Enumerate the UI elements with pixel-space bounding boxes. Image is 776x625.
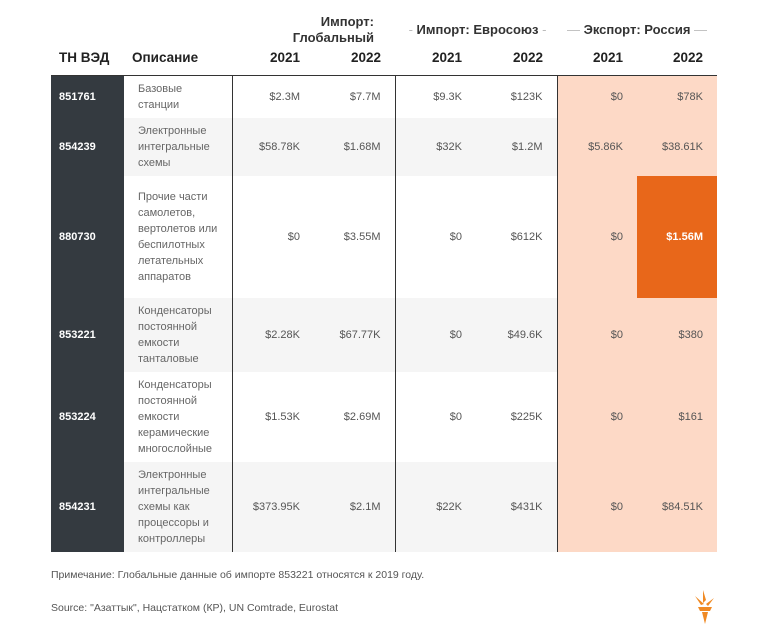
value-cell: $32K <box>395 117 476 176</box>
hs-code: 854239 <box>51 117 124 176</box>
group-label: Импорт: Евросоюз <box>416 22 539 37</box>
column-header: 2021 <box>395 40 476 76</box>
value-cell: $0 <box>557 75 637 118</box>
column-header: 2021 <box>232 40 314 76</box>
value-cell: $22K <box>395 461 476 552</box>
value-cell: $2.69M <box>314 371 396 462</box>
value-cell: $84.51K <box>637 461 717 552</box>
value-cell: $0 <box>287 230 300 243</box>
value-cell: $0 <box>557 297 637 372</box>
value-cell: $1.56M <box>637 175 717 298</box>
hs-code: 853224 <box>51 371 124 462</box>
hs-code: 854231 <box>51 461 124 552</box>
table-row: 854231 Электронные интегральные схемы как… <box>51 461 717 552</box>
table-row: 851761 Базовые станции $2.3M $7.7M $9.3K $123… <box>51 75 717 118</box>
value-cell: $3.55M <box>314 175 396 298</box>
value-cell: $49.6K <box>476 297 558 372</box>
value-cell: $0 <box>557 371 637 462</box>
value-cell: $5.86K <box>557 117 637 176</box>
table-row: 853221 Конденсаторы постоянной емкости та… <box>51 297 717 372</box>
value-cell: $1.68M <box>314 117 396 176</box>
table-row: 853224 Конденсаторы постоянной емкости ке… <box>51 371 717 462</box>
value-cell: $612K <box>476 175 558 298</box>
value-cell: $78K <box>637 75 717 118</box>
value-cell: $7.7M <box>314 75 396 118</box>
value-cell: $0 <box>449 410 462 423</box>
value-cell: $9.3K <box>433 90 462 103</box>
value-cell: $0 <box>449 230 462 243</box>
value-cell: $0 <box>557 175 637 298</box>
column-header: 2022 <box>637 40 717 76</box>
column-header: 2022 <box>476 40 557 76</box>
value-cell: $0 <box>557 461 637 552</box>
value-cell: $2.1M <box>314 461 396 552</box>
hs-code: 880730 <box>51 175 124 298</box>
value-cell: $2.3M <box>269 90 300 103</box>
data-table: ТН ВЭД Описание 2021 2022 2021 2022 2021 2022 8… <box>51 40 717 552</box>
value-cell: $380 <box>637 297 717 372</box>
description: Базовые станции <box>124 75 233 118</box>
value-cell: $161 <box>637 371 717 462</box>
footnote: Примечание: Глобальные данные об импорте… <box>51 569 425 581</box>
hs-code: 853221 <box>51 297 124 372</box>
column-header: 2022 <box>314 40 395 76</box>
value-cell: $1.2M <box>476 117 558 176</box>
description: Конденсаторы постоянной емкости танталов… <box>124 297 233 372</box>
group-header-eu: - Импорт: Евросоюз - <box>408 22 547 37</box>
table-row: 880730 Прочие части самолетов, вертолетов… <box>51 175 717 298</box>
column-header: ТН ВЭД <box>51 40 124 76</box>
column-header: 2021 <box>557 40 637 76</box>
description: Прочие части самолетов, вертолетов или б… <box>124 175 233 298</box>
value-cell: $431K <box>476 461 558 552</box>
value-cell: $225K <box>476 371 558 462</box>
value-cell: $0 <box>395 297 476 372</box>
value-cell: $123K <box>476 75 558 118</box>
value-cell: $38.61K <box>637 117 717 176</box>
column-header: Описание <box>124 40 232 76</box>
description: Электронные интегральные схемы как проце… <box>124 461 233 552</box>
group-header-russia: — Экспорт: Россия — <box>566 22 708 37</box>
source: Source: "Азаттык", Нацстатком (КР), UN C… <box>51 602 339 614</box>
hs-code: 851761 <box>51 75 124 118</box>
group-label: Экспорт: Россия <box>583 22 691 37</box>
description: Конденсаторы постоянной емкости керамиче… <box>124 371 233 462</box>
torch-logo-icon <box>695 590 714 624</box>
value-cell: $67.77K <box>314 297 396 372</box>
value-cell: $58.78K <box>232 117 314 176</box>
value-cell: $2.28K <box>232 297 314 372</box>
value-cell: $1.53K <box>265 410 300 423</box>
table-row: 854239 Электронные интегральные схемы $58.… <box>51 117 717 176</box>
description: Электронные интегральные схемы <box>124 117 233 176</box>
value-cell: $373.95K <box>232 461 314 552</box>
